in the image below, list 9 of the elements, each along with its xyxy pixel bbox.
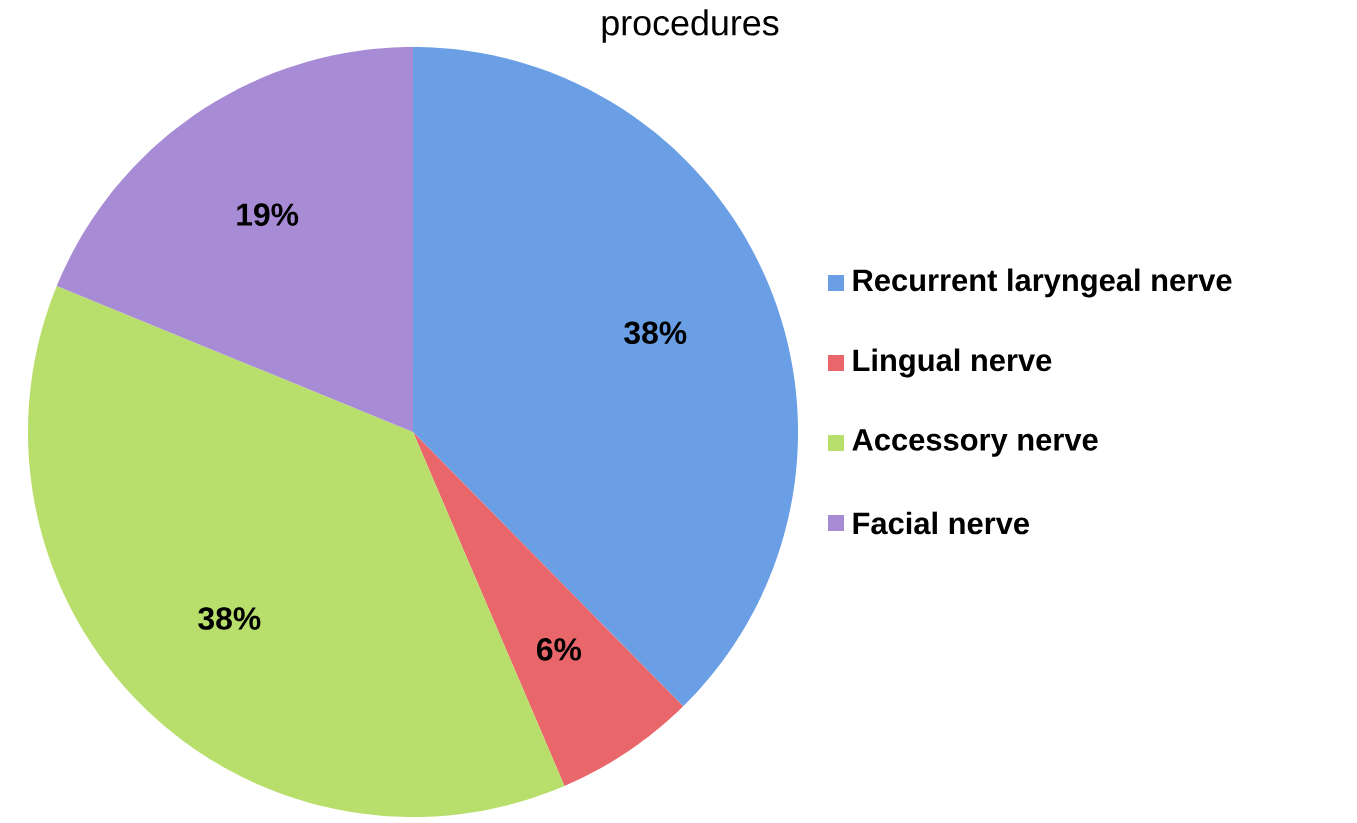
legend-label: Lingual nerve xyxy=(853,348,1052,378)
data-label: 38% xyxy=(624,321,687,345)
chart-title: procedures xyxy=(602,9,779,43)
legend-label: Recurrent laryngeal nerve xyxy=(853,268,1232,298)
legend-label: Facial nerve xyxy=(853,511,1029,535)
data-label: 19% xyxy=(237,203,299,226)
data-label: 6% xyxy=(537,638,582,661)
legend-label: Accessory nerve xyxy=(852,429,1098,457)
data-label: 38% xyxy=(198,607,261,630)
